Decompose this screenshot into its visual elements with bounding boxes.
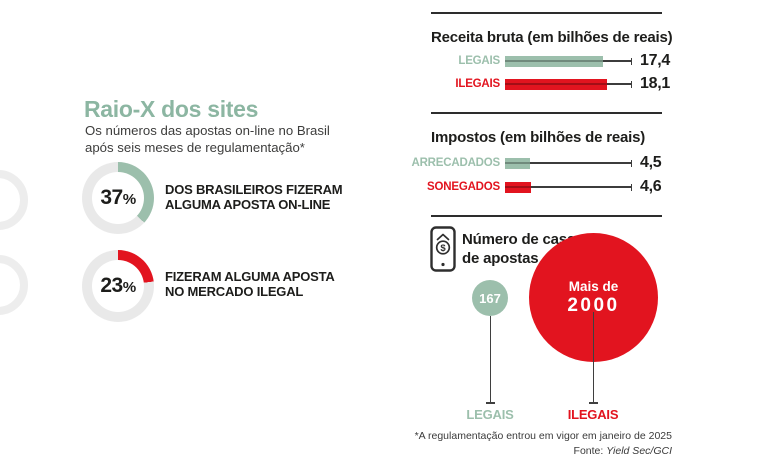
bar-value: 4,5 — [640, 154, 662, 171]
section-divider — [431, 215, 662, 217]
bar-track — [505, 78, 632, 90]
subtitle-line: após seis meses de regulamentação* — [85, 139, 305, 155]
donut-description: FIZERAM ALGUMA APOSTA NO MERCADO ILEGAL — [165, 269, 335, 299]
page-title: Raio-X dos sites — [84, 96, 259, 122]
bar-row-receita-ilegais: ILEGAIS 18,1 — [425, 75, 675, 92]
footnote-source-name: Yield Sec/GCI — [606, 444, 672, 457]
subtitle: Os números das apostas on-line no Brasil… — [85, 123, 330, 156]
section-title-receita: Receita bruta (em bilhões de reais) — [431, 29, 673, 46]
bar-track — [505, 55, 632, 67]
bubble-label-legais: LEGAIS — [466, 407, 514, 422]
connector-line — [505, 186, 632, 188]
footnote-note: *A regulamentação entrou em vigor em jan… — [414, 430, 672, 442]
donut-chart-online-bettors: 37% — [82, 162, 154, 234]
subtitle-line: Os números das apostas on-line no Brasil — [85, 123, 330, 138]
bar-impostos-arrecadados — [505, 157, 531, 169]
bar-row-impostos-sonegados: SONEGADOS 4,6 — [425, 178, 675, 195]
bar-track — [505, 157, 632, 169]
connector-tick — [630, 80, 632, 88]
callout-line-ilegais — [592, 312, 594, 402]
bubble-value-line: Mais de — [568, 278, 619, 294]
bar-row-receita-legais: LEGAIS 17,4 — [425, 52, 675, 69]
bar-row-impostos-arrecadados: ARRECADADOS 4,5 — [411, 154, 675, 171]
bar-value: 17,4 — [640, 52, 670, 69]
connector-tick — [630, 183, 632, 191]
donut-value: 23% — [100, 274, 136, 297]
betting-house-phone-icon: $ — [430, 226, 456, 272]
donut-value: 37% — [100, 186, 136, 209]
bar-receita-ilegais — [505, 78, 608, 90]
section-title-impostos: Impostos (em bilhões de reais) — [431, 129, 646, 146]
bubble-value-line: 2000 — [567, 294, 620, 316]
callout-line-legais — [489, 316, 491, 402]
callout-tick-ilegais — [589, 402, 598, 404]
bar-value: 18,1 — [640, 75, 670, 92]
connector-line — [505, 162, 632, 164]
decorative-ring-fragment — [0, 255, 28, 315]
bar-track — [505, 181, 632, 193]
bubble-value: 167 — [479, 290, 501, 306]
footnote-source: Fonte: Yield Sec/GCI — [573, 444, 672, 457]
bar-label: SONEGADOS — [427, 181, 500, 193]
bar-label: ILEGAIS — [455, 78, 500, 90]
section-title-casas: Número de casas de apostas — [462, 231, 584, 267]
donut-description: DOS BRASILEIROS FIZERAM ALGUMA APOSTA ON-… — [165, 182, 343, 212]
bar-label: LEGAIS — [458, 55, 500, 67]
section-divider — [431, 12, 662, 14]
donut-chart-illegal-bettors: 23% — [82, 250, 154, 322]
connector-tick — [630, 159, 632, 167]
bubble-label-ilegais: ILEGAIS — [567, 407, 619, 422]
decorative-ring-fragment — [0, 170, 28, 230]
bar-receita-legais — [505, 55, 604, 67]
section-divider — [431, 112, 662, 114]
svg-text:$: $ — [440, 243, 446, 254]
footnote: *A regulamentação entrou em vigor em jan… — [360, 429, 672, 458]
callout-tick-legais — [486, 402, 495, 404]
bar-value: 4,6 — [640, 178, 662, 195]
bar-label: ARRECADADOS — [411, 157, 500, 169]
connector-tick — [630, 57, 632, 65]
bubble-legais: 167 — [472, 280, 508, 316]
bar-impostos-sonegados — [505, 181, 531, 193]
